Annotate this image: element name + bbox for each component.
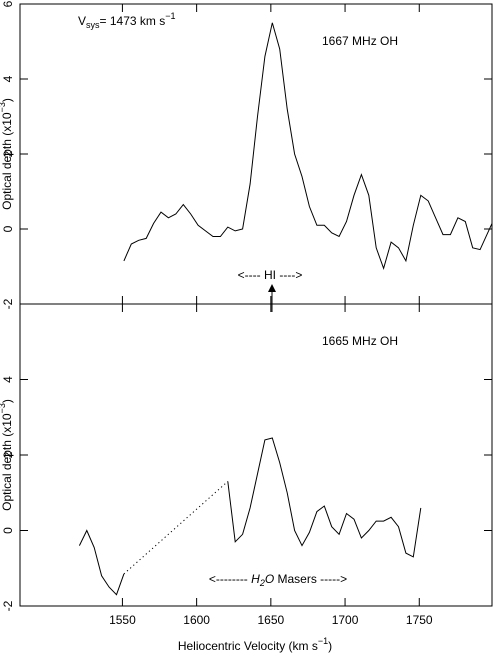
text-part: Heliocentric Velocity (km s [178, 639, 318, 653]
x-tick-label: 1600 [183, 613, 210, 627]
y-tick-label: 2 [1, 451, 15, 458]
y-tick-label: 0 [1, 527, 15, 534]
y-tick-label: 2 [1, 150, 15, 157]
text-part: V [78, 14, 86, 28]
text-part: ) [0, 98, 14, 102]
y-axis-label: Optical depth (x10−3) [0, 399, 14, 511]
text-part: 2 [259, 578, 265, 588]
x-tick-label: 1700 [332, 613, 359, 627]
panel-frame [19, 303, 493, 607]
text-part: Optical depth (x10 [0, 112, 14, 210]
hi-arrow-head [268, 284, 276, 292]
y-tick-label: -2 [1, 298, 15, 309]
x-tick-label: 1650 [257, 613, 284, 627]
y-tick-label: 4 [1, 75, 15, 82]
spectrum-line [78, 437, 422, 596]
text-part: Optical depth (x10 [0, 413, 14, 511]
dotted-line [123, 481, 229, 575]
text-part: −3 [0, 403, 7, 413]
text-part: −1 [165, 11, 175, 21]
text-part: = 1473 km s [100, 14, 166, 28]
text-part: ) [328, 639, 332, 653]
text-part: −3 [0, 102, 7, 112]
vsys-note: Vsys= 1473 km s−1 [78, 11, 175, 30]
x-axis-label: Heliocentric Velocity (km s−1) [178, 636, 332, 653]
text-part: ) [0, 399, 14, 403]
text-part: O [265, 572, 274, 586]
y-tick-label: 0 [1, 225, 15, 232]
maser-label: <-------- H2O Masers -----> [209, 572, 347, 588]
hi-label: <---- HI ----> [238, 268, 303, 282]
panel-label: 1665 MHz OH [322, 334, 398, 348]
text-part: <-------- [209, 572, 251, 586]
y-axis-label: Optical depth (x10−3) [0, 98, 14, 210]
x-tick-label: 1550 [109, 613, 136, 627]
text-part: Masers -----> [274, 572, 347, 586]
spectrum-line [123, 22, 493, 271]
text-part: sys [86, 20, 100, 30]
text-part: H [251, 572, 260, 586]
y-tick-label: -2 [1, 600, 15, 611]
panel-frame [19, 3, 493, 305]
y-tick-label: 4 [1, 376, 15, 383]
x-tick-label: 1750 [406, 613, 433, 627]
y-tick-label: 6 [1, 0, 15, 7]
panel-label: 1667 MHz OH [322, 34, 398, 48]
text-part: −1 [318, 636, 328, 646]
